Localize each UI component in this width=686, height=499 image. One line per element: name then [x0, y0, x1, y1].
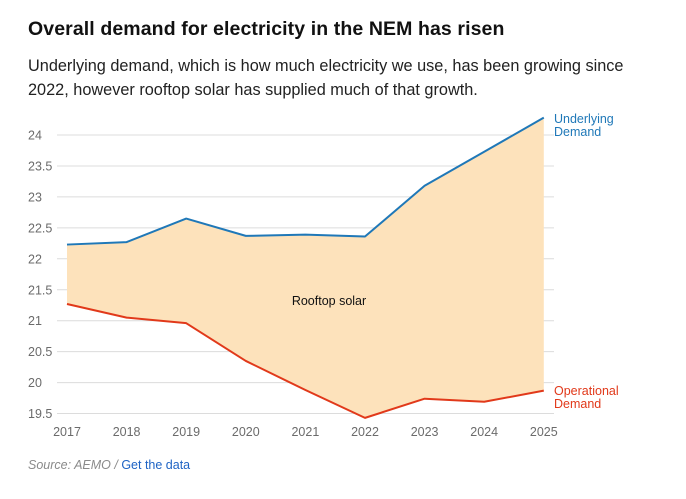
- chart-subtitle: Underlying demand, which is how much ele…: [28, 57, 624, 99]
- x-tick-label: 2019: [172, 425, 200, 439]
- x-tick-label: 2021: [291, 425, 319, 439]
- y-tick-label: 19.5: [28, 407, 52, 421]
- x-tick-label: 2023: [411, 425, 439, 439]
- rooftop-solar-area: [67, 117, 544, 418]
- y-tick-label: 21: [28, 314, 42, 328]
- x-tick-label: 2022: [351, 425, 379, 439]
- y-tick-label: 21.5: [28, 283, 52, 297]
- y-tick-label: 24: [28, 129, 42, 143]
- underlying-demand-line: [66, 116, 545, 246]
- y-tick-label: 22.5: [28, 221, 52, 235]
- x-tick-label: 2024: [470, 425, 498, 439]
- y-tick-label: 20: [28, 376, 42, 390]
- lines: [66, 116, 545, 419]
- underlying-demand-label: Demand: [554, 125, 601, 139]
- get-data-link[interactable]: Get the data: [121, 458, 191, 472]
- x-tick-label: 2017: [53, 425, 81, 439]
- source-text: Source: AEMO: [28, 458, 111, 472]
- source-separator: /: [110, 458, 122, 472]
- operational-demand-label: Demand: [554, 397, 601, 411]
- chart-footer: Source: AEMO / Get the data: [28, 458, 190, 472]
- operational-demand-line: [66, 303, 544, 419]
- x-tick-label: 2018: [113, 425, 141, 439]
- chart-title: Overall demand for electricity in the NE…: [28, 18, 505, 40]
- y-tick-label: 23.5: [28, 159, 52, 173]
- x-tick-label: 2020: [232, 425, 260, 439]
- operational-demand-label: Operational: [554, 384, 619, 398]
- x-tick-label: 2025: [530, 425, 558, 439]
- y-tick-label: 22: [28, 252, 42, 266]
- y-tick-label: 23: [28, 190, 42, 204]
- y-tick-label: 20.5: [28, 345, 52, 359]
- underlying-demand-label: Underlying: [554, 112, 614, 126]
- rooftop-solar-label: Rooftop solar: [292, 294, 366, 308]
